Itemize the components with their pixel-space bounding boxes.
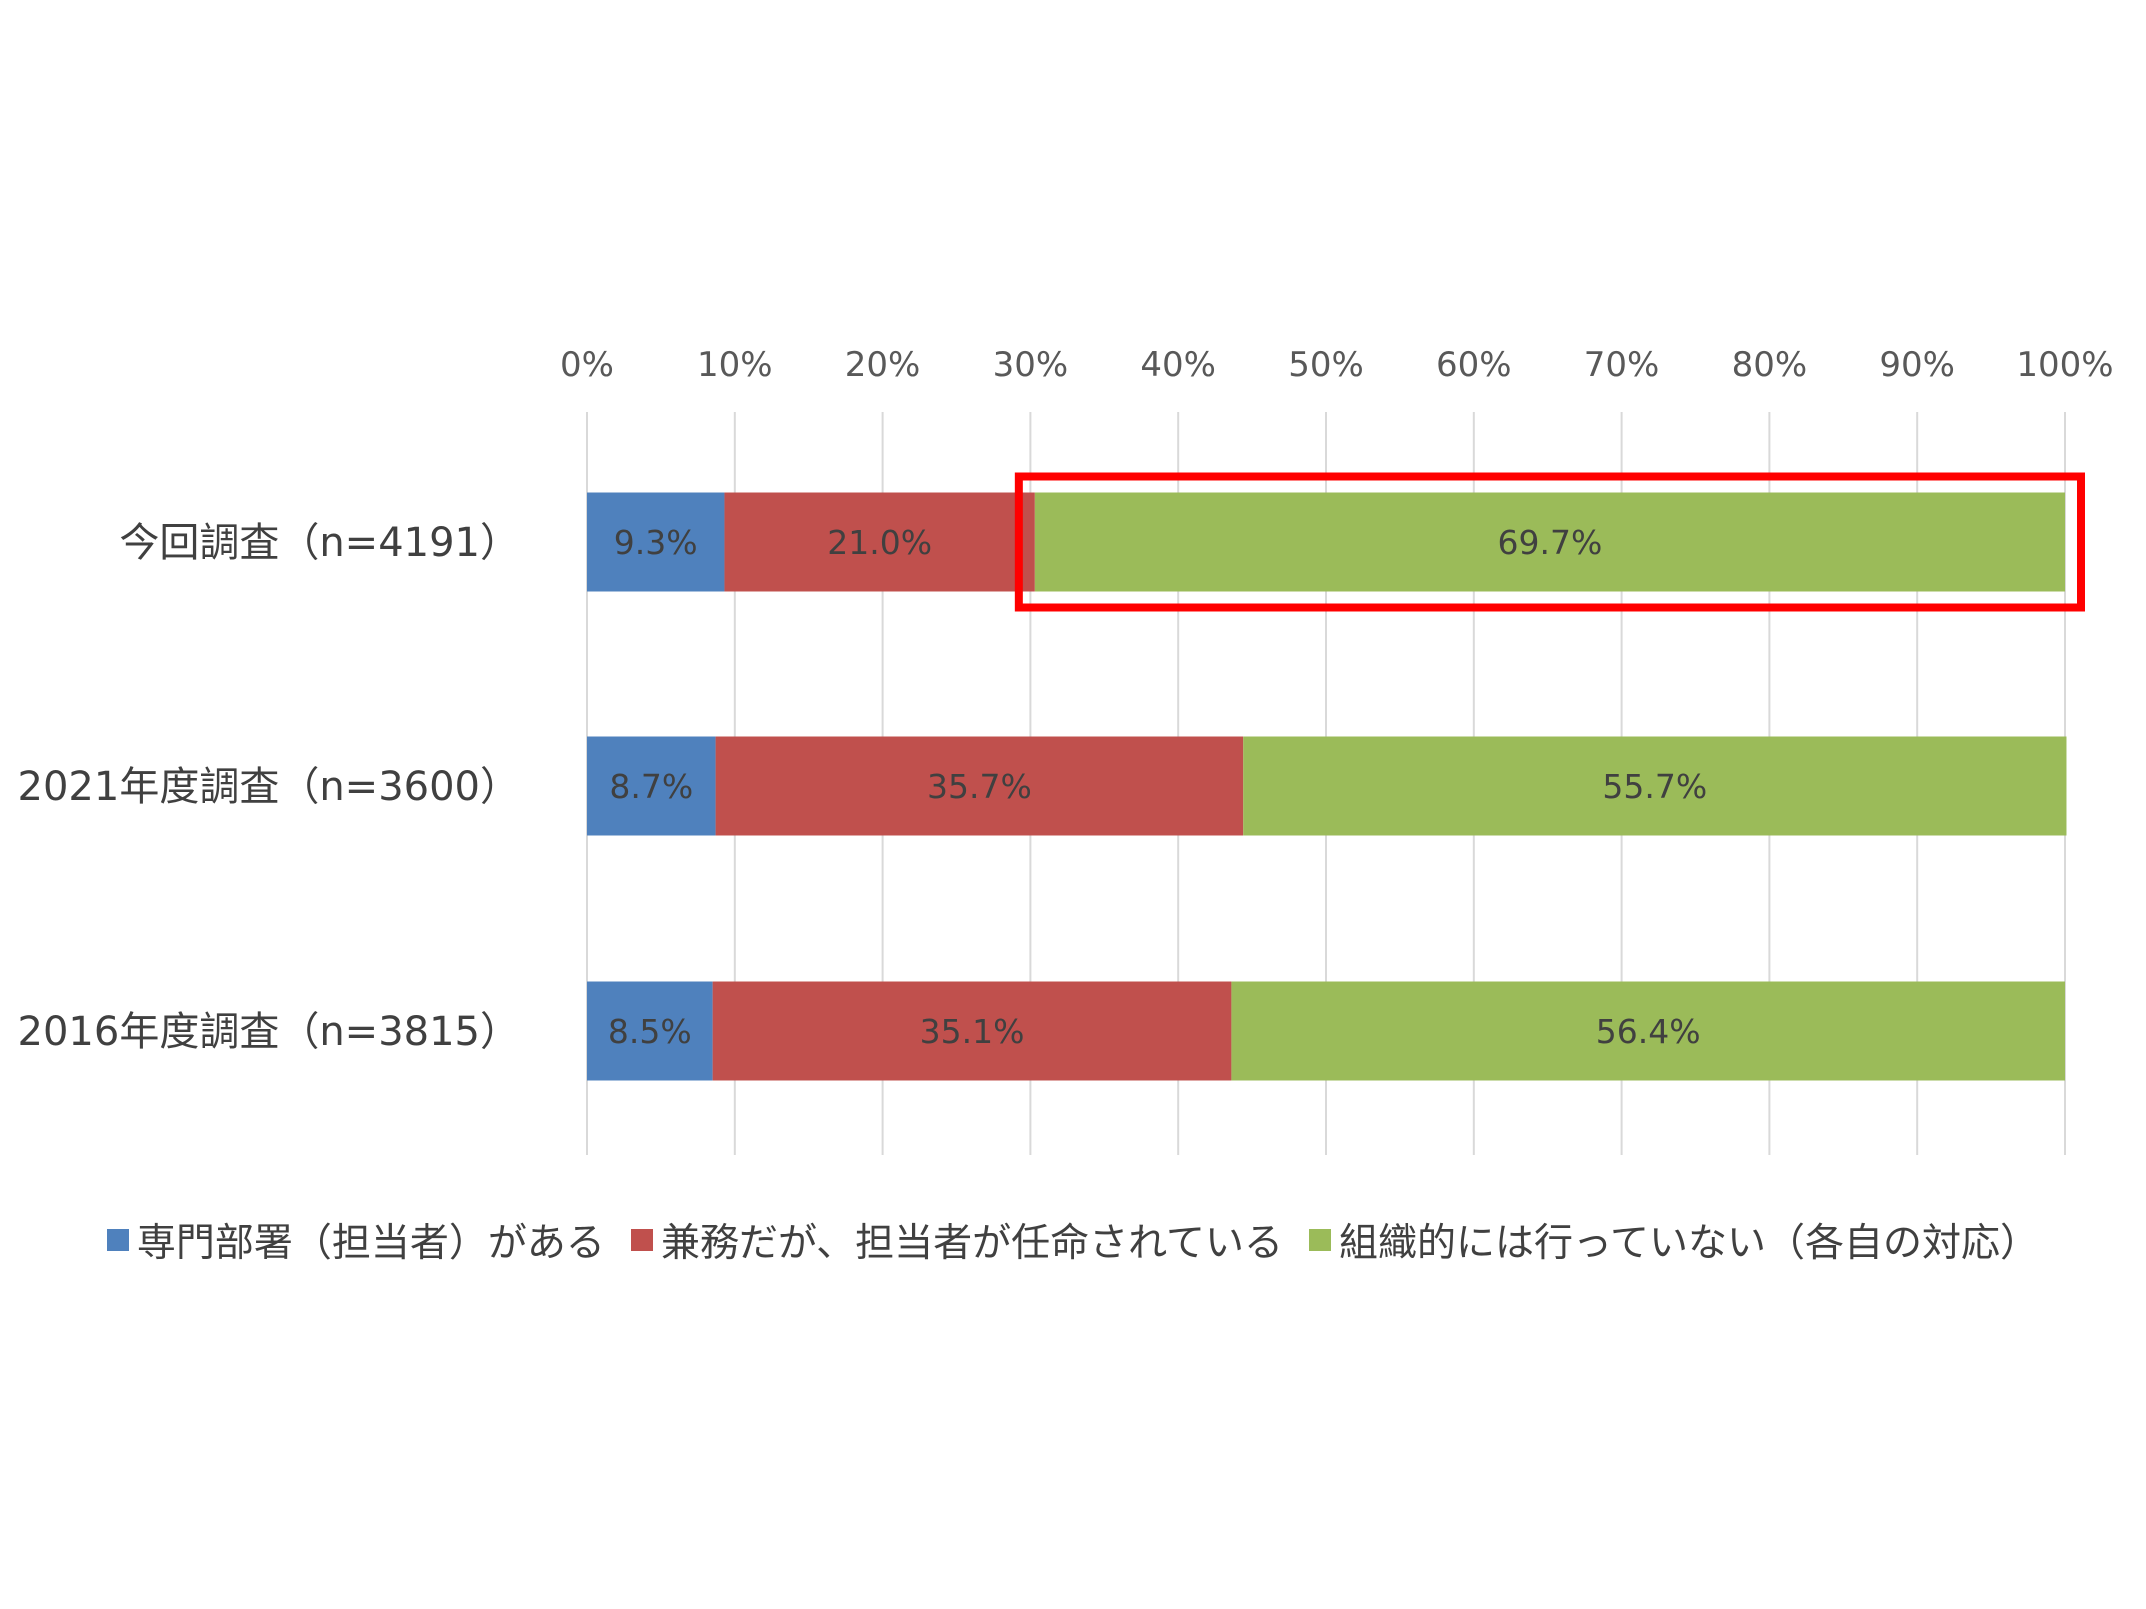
legend-swatch-concurrent <box>630 1229 653 1251</box>
legend: 専門部署（担当者）がある 兼務だが、担当者が任命されている 組織的には行っていな… <box>0 1212 2146 1268</box>
bar-segment <box>1231 981 2065 1081</box>
bar-segment <box>1243 736 2067 836</box>
category-label: 今回調査（n=4191） <box>119 520 520 566</box>
bar-data-label: 55.7% <box>1602 767 1707 806</box>
bar-data-label: 35.7% <box>927 767 1032 806</box>
legend-label-none: 組織的には行っていない（各自の対応） <box>1339 1221 2040 1266</box>
category-label: 2021年度調査（n=3600） <box>18 764 520 810</box>
bar-data-label: 8.5% <box>608 1012 692 1051</box>
x-tick-label: 30% <box>993 345 1069 385</box>
bar-segment <box>712 981 1232 1081</box>
legend-item-concurrent: 兼務だが、担当者が任命されている <box>630 1212 1283 1268</box>
bar-data-label: 69.7% <box>1497 523 1602 562</box>
x-tick-label: 10% <box>697 345 773 385</box>
legend-item-none: 組織的には行っていない（各自の対応） <box>1309 1212 2039 1268</box>
x-tick-label: 50% <box>1288 345 1364 385</box>
x-tick-label: 80% <box>1732 345 1808 385</box>
highlight-rect <box>1014 472 2085 612</box>
bar-segment <box>587 981 713 1081</box>
x-axis-ticks: 0% 10% 20% 30% 40% 50% 60% 70% 80% 90% 100% <box>560 345 2114 385</box>
bar-data-label: 56.4% <box>1596 1012 1701 1051</box>
bar-data-label: 35.1% <box>920 1012 1025 1051</box>
bar-segment <box>587 736 716 836</box>
x-tick-label: 60% <box>1436 345 1512 385</box>
bar-segment <box>1034 492 2065 592</box>
x-tick-label: 70% <box>1584 345 1660 385</box>
legend-label-dedicated: 専門部署（担当者）がある <box>136 1221 605 1266</box>
x-tick-label: 0% <box>560 345 614 385</box>
x-tick-label: 40% <box>1140 345 1216 385</box>
bar-data-label: 9.3% <box>614 523 698 562</box>
data-labels: 9.3% 21.0% 69.7% 8.7% 35.7% 55.7% 8.5% 35.1% 56.… <box>608 523 1707 1051</box>
legend-swatch-none <box>1309 1229 1331 1251</box>
highlight-box <box>1014 472 2085 612</box>
legend-item-dedicated: 専門部署（担当者）がある <box>106 1212 605 1268</box>
x-tick-label: 90% <box>1879 345 1955 385</box>
legend-label-concurrent: 兼務だが、担当者が任命されている <box>660 1221 1283 1266</box>
category-labels: 今回調査（n=4191） 2021年度調査（n=3600） 2016年度調査（n=3… <box>18 520 520 1055</box>
category-label: 2016年度調査（n=3815） <box>18 1009 520 1055</box>
x-tick-label: 100% <box>2016 345 2113 385</box>
x-tick-label: 20% <box>845 345 921 385</box>
bar-data-label: 8.7% <box>609 767 693 806</box>
bar-segment <box>715 736 1244 836</box>
bar-segment <box>587 492 725 592</box>
bars <box>587 492 2067 1081</box>
legend-swatch-dedicated <box>106 1229 129 1251</box>
bar-data-label: 21.0% <box>827 523 932 562</box>
bar-segment <box>724 492 1035 592</box>
